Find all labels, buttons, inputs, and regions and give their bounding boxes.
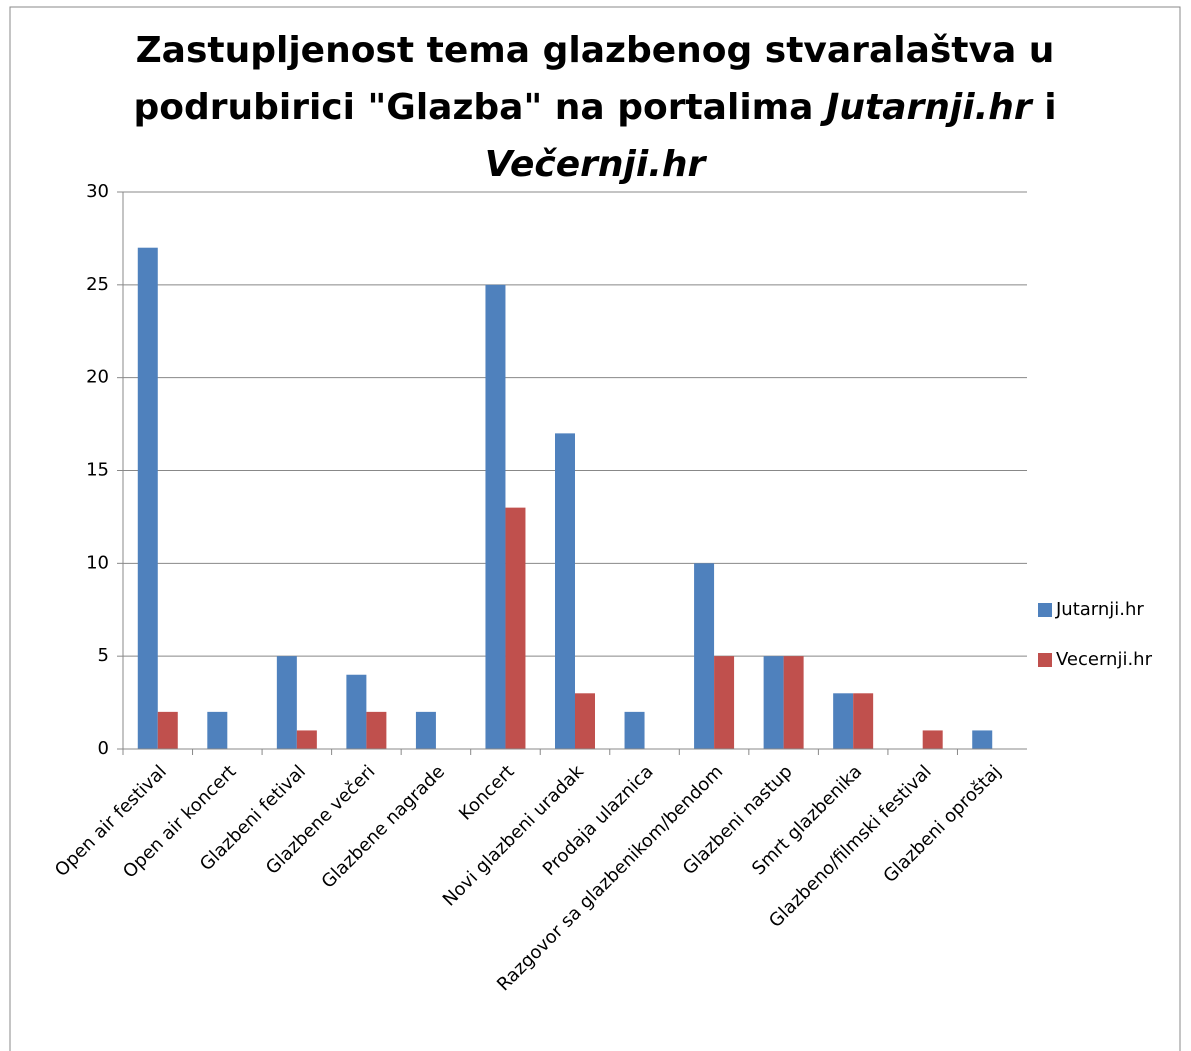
bar bbox=[157, 711, 178, 749]
bar bbox=[972, 730, 993, 749]
bar bbox=[624, 711, 645, 749]
bar bbox=[575, 693, 595, 749]
title-part: Večernji.hr bbox=[484, 144, 706, 185]
bar bbox=[366, 711, 387, 749]
x-tick-label: Novi glazbeni uradak bbox=[439, 761, 589, 911]
y-tick-label: 0 bbox=[98, 738, 109, 759]
title-part: i bbox=[1031, 87, 1057, 128]
legend-label: Jutarnji.hr bbox=[1055, 599, 1144, 620]
bar bbox=[415, 711, 436, 749]
bar bbox=[853, 693, 874, 749]
bar bbox=[505, 507, 526, 749]
bar bbox=[207, 711, 228, 749]
y-tick-label: 20 bbox=[86, 367, 109, 388]
bar bbox=[714, 656, 735, 749]
bar bbox=[694, 563, 715, 749]
title-part: Jutarnji.hr bbox=[826, 87, 1032, 128]
y-tick-label: 15 bbox=[86, 460, 109, 481]
legend-swatch bbox=[1038, 653, 1052, 667]
title-part: Zastupljenost tema glazbenog stvaralaštv… bbox=[133, 30, 1055, 128]
chart-title: Zastupljenost tema glazbenog stvaralaštv… bbox=[110, 22, 1080, 193]
x-tick-label: Glazbene nagrade bbox=[318, 761, 449, 892]
bar bbox=[276, 656, 297, 749]
bar bbox=[783, 656, 804, 749]
bar bbox=[555, 433, 575, 749]
y-tick-label: 25 bbox=[86, 274, 109, 295]
y-tick-label: 5 bbox=[98, 645, 109, 666]
chart-frame bbox=[9, 6, 1181, 1051]
bar bbox=[346, 674, 367, 749]
y-tick-label: 30 bbox=[86, 181, 109, 202]
bar bbox=[296, 730, 317, 749]
bar bbox=[833, 693, 854, 749]
x-tick-label: Glazbeni oproštaj bbox=[879, 761, 1005, 887]
bar bbox=[763, 656, 784, 749]
x-tick-label: Koncert bbox=[455, 761, 518, 824]
bar bbox=[137, 247, 158, 749]
bar bbox=[922, 730, 943, 749]
bar bbox=[485, 284, 506, 749]
y-tick-label: 10 bbox=[86, 552, 109, 573]
legend-swatch bbox=[1038, 603, 1052, 617]
legend-label: Vecernji.hr bbox=[1056, 649, 1153, 670]
